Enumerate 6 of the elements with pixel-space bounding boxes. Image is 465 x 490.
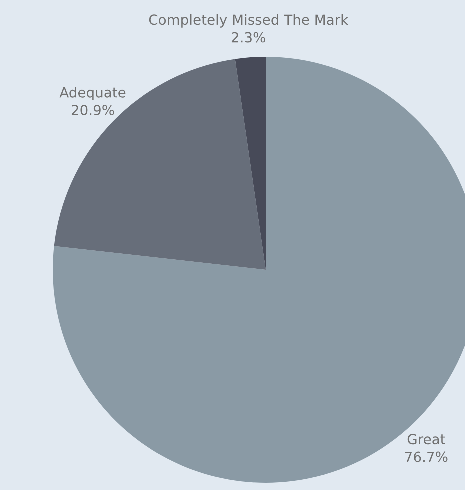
slice-label: Great xyxy=(408,434,446,445)
slice-label: Completely Missed The Mark xyxy=(149,14,349,28)
slice-label: Adequate xyxy=(60,87,126,101)
data-label: 20.9% xyxy=(72,104,114,116)
data-label: 76.7% xyxy=(406,452,448,462)
data-label: 2.3% xyxy=(232,32,266,43)
